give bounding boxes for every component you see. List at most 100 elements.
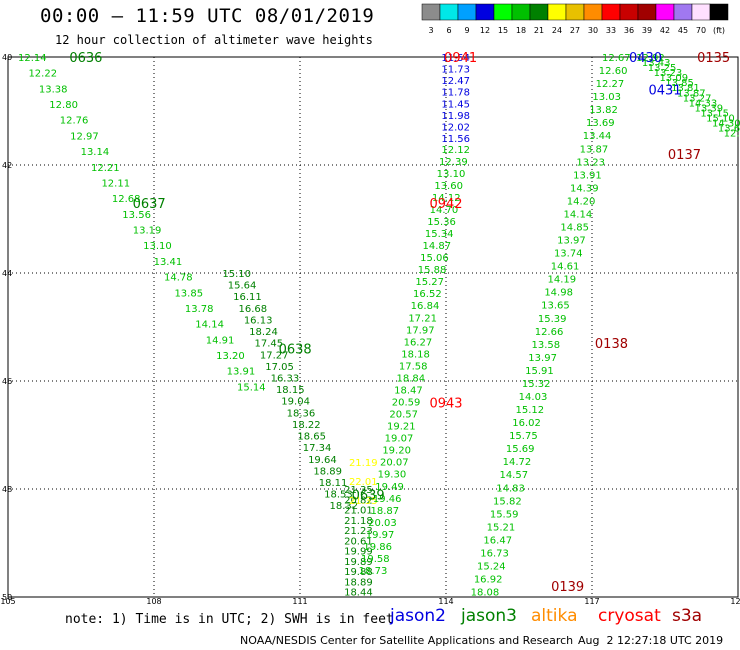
wave-height-value: 17.45 xyxy=(255,339,284,350)
pass-time-label: 0943 xyxy=(429,397,462,412)
wave-height-value: 13.58 xyxy=(532,340,561,351)
wave-height-value: 15.14 xyxy=(237,382,266,393)
wave-height-value: 18.18 xyxy=(401,349,430,360)
wave-height-value: 13.78 xyxy=(185,304,214,315)
wave-height-value: 12.68 xyxy=(112,194,141,205)
wave-height-value: 11.73 xyxy=(441,65,470,76)
wave-height-value: 14.14 xyxy=(195,320,224,331)
legend-altika: altika xyxy=(531,606,578,626)
wave-height-value: 21.35 xyxy=(344,485,373,496)
color-swatch xyxy=(709,3,729,21)
wave-height-value: 11.54 xyxy=(441,53,470,64)
wave-height-value: 19.07 xyxy=(385,434,414,445)
wave-height-value: 19.20 xyxy=(382,446,411,457)
wave-height-value: 19.49 xyxy=(375,482,404,493)
wave-height-value: 14.85 xyxy=(560,223,589,234)
wave-height-value: 18.47 xyxy=(394,385,423,396)
wave-height-value: 13.41 xyxy=(154,257,183,268)
wave-height-value: 11.45 xyxy=(441,99,470,110)
wave-height-value: 15.27 xyxy=(415,277,444,288)
wave-height-value: 13.82 xyxy=(589,105,618,116)
wave-height-value: 11.56 xyxy=(441,134,470,145)
color-scale-label: 9 xyxy=(464,26,469,35)
color-scale-label: 45 xyxy=(678,26,688,35)
wave-height-value: 19.97 xyxy=(366,530,395,541)
color-scale-label: 15 xyxy=(498,26,508,35)
wave-height-value: 15.10 xyxy=(706,113,735,124)
longitude-tick-label: 108 xyxy=(146,597,161,605)
wave-height-value: 14.57 xyxy=(499,470,528,481)
wave-height-value: 15.34 xyxy=(425,229,454,240)
wave-height-value: 12.66 xyxy=(535,327,564,338)
wave-height-value: 16.02 xyxy=(512,418,541,429)
legend-jason3: jason3 xyxy=(461,606,517,626)
wave-height-value: 20.82 xyxy=(344,495,373,506)
wave-height-value: 13.85 xyxy=(665,78,694,89)
wave-height-value: 21.23 xyxy=(344,526,373,537)
color-scale-label: 30 xyxy=(588,26,598,35)
wave-height-value: 13.56 xyxy=(122,210,151,221)
wave-height-value: 17.27 xyxy=(260,350,289,361)
wave-height-value: 12.27 xyxy=(596,79,625,90)
longitude-tick-label: 114 xyxy=(438,597,453,605)
wave-height-value: 18.73 xyxy=(359,566,388,577)
wave-height-value: 13.19 xyxy=(133,226,162,237)
wave-height-value: 15.32 xyxy=(522,379,551,390)
color-scale-label: 36 xyxy=(624,26,634,35)
wave-height-value: 22.01 xyxy=(349,477,378,488)
wave-height-value: 13.20 xyxy=(216,351,245,362)
wave-height-value: 17.21 xyxy=(408,313,437,324)
wave-height-value: 19.30 xyxy=(378,470,407,481)
wave-height-value: 13.65 xyxy=(541,301,570,312)
pass-time-label: 0941 xyxy=(444,51,477,66)
wave-height-value: 13.14 xyxy=(81,147,110,158)
wave-height-value: 14.61 xyxy=(551,262,580,273)
pass-time-label: 0430 xyxy=(629,51,662,66)
wave-height-value: 19.88 xyxy=(344,567,373,578)
wave-height-value: 14.70 xyxy=(430,205,459,216)
latitude-tick-label: 46 xyxy=(2,377,12,386)
wave-height-value: 12.39 xyxy=(439,157,468,168)
latitude-tick-label: 44 xyxy=(2,269,12,278)
latitude-tick-label: 48 xyxy=(2,485,12,494)
wave-height-value: 14.33 xyxy=(689,98,718,109)
wave-height-value: 18.08 xyxy=(471,588,500,599)
wave-height-value: 18.65 xyxy=(297,432,326,443)
wave-height-value: 13.44 xyxy=(583,131,612,142)
wave-height-value: 18.89 xyxy=(313,466,342,477)
wave-height-value: 12.11 xyxy=(101,178,130,189)
wave-height-value: 19.86 xyxy=(363,542,392,553)
wave-height-value: 17.34 xyxy=(303,443,332,454)
wave-height-value: 15.75 xyxy=(509,431,538,442)
wave-height-value: 16.52 xyxy=(413,289,442,300)
wave-height-value: 15.24 xyxy=(477,562,506,573)
wave-height-value: 12.47 xyxy=(441,76,470,87)
wave-height-value: 11.78 xyxy=(441,88,470,99)
wave-height-value: 20.57 xyxy=(389,410,418,421)
wave-height-value: 16.73 xyxy=(480,548,509,559)
wave-height-value: 12.80 xyxy=(49,100,78,111)
wave-height-value: 13.23 xyxy=(576,157,605,168)
wave-height-value: 12.21 xyxy=(91,163,120,174)
wave-height-value: 13.23 xyxy=(654,68,683,79)
color-scale-label: 12 xyxy=(480,26,490,35)
wave-height-value: 13.85 xyxy=(174,288,203,299)
pass-time-label: 0138 xyxy=(595,337,628,352)
wave-height-value: 15.59 xyxy=(490,509,519,520)
wave-height-value: 16.47 xyxy=(483,535,512,546)
wave-height-value: 18.32 xyxy=(329,501,358,512)
wave-height-value: 21.35 xyxy=(349,496,378,507)
wave-height-value: 13.27 xyxy=(683,93,712,104)
wave-height-value: 20.59 xyxy=(392,398,421,409)
wave-height-value: 17.97 xyxy=(406,325,435,336)
credit-text: NOAA/NESDIS Center for Satellite Applica… xyxy=(240,634,574,647)
wave-height-value: 14.19 xyxy=(548,275,577,286)
longitude-tick-label: 117 xyxy=(584,597,599,605)
color-scale-label: 3 xyxy=(428,26,433,35)
wave-height-value: 13.09 xyxy=(659,73,688,84)
color-scale-label: 6 xyxy=(446,26,451,35)
wave-height-map: 105 108 111 114 117 120 40 42 44 46 48 50 12.14 12.22… xyxy=(0,51,740,605)
color-scale-label: 27 xyxy=(570,26,580,35)
wave-height-value: 12.97 xyxy=(70,131,99,142)
wave-height-value: 16.11 xyxy=(233,292,262,303)
